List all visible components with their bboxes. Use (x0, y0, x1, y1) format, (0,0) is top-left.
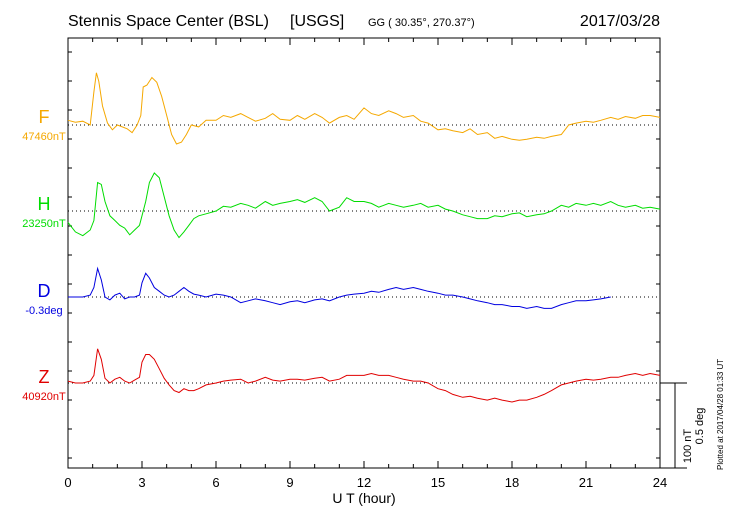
series-d-line (68, 266, 611, 309)
frame-ticks (67, 38, 661, 468)
x-tick-label: 21 (579, 475, 593, 490)
scale-deg-label: 0.5 deg (694, 408, 706, 445)
series-h-line (67, 172, 661, 239)
baseline-h-label: 23250nT (22, 218, 66, 230)
component-f-label: F (39, 107, 50, 127)
component-d-label: D (38, 281, 51, 301)
x-tick-labels: 0 3 6 9 12 15 18 21 24 (64, 475, 667, 490)
reference-lines (68, 124, 660, 384)
baseline-d-label: -0.3deg (25, 305, 62, 317)
x-tick-label: 0 (64, 475, 71, 490)
x-axis-label: U T (hour) (332, 490, 395, 506)
x-tick-label: 24 (653, 475, 667, 490)
series-f-line (67, 72, 661, 145)
plotted-timestamp: Plotted at 2017/04/28 01:33 UT (716, 359, 725, 470)
component-h-label: H (38, 194, 51, 214)
baseline-f-label: 47460nT (22, 131, 66, 143)
station-title: Stennis Space Center (BSL) (68, 13, 269, 30)
baseline-z-label: 40920nT (22, 391, 66, 403)
x-tick-label: 12 (357, 475, 371, 490)
coordinates-label: GG ( 30.35°, 270.37°) (368, 17, 475, 29)
component-z-label: Z (39, 367, 50, 387)
x-tick-label: 3 (138, 475, 145, 490)
agency-label: [USGS] (290, 13, 344, 30)
x-tick-label: 15 (431, 475, 445, 490)
scale-nt-label: 100 nT (682, 429, 694, 464)
series-z-line (67, 348, 661, 403)
x-tick-label: 9 (286, 475, 293, 490)
plot-frame (67, 37, 661, 469)
date-label: 2017/03/28 (580, 13, 660, 30)
x-tick-label: 18 (505, 475, 519, 490)
x-tick-label: 6 (212, 475, 219, 490)
